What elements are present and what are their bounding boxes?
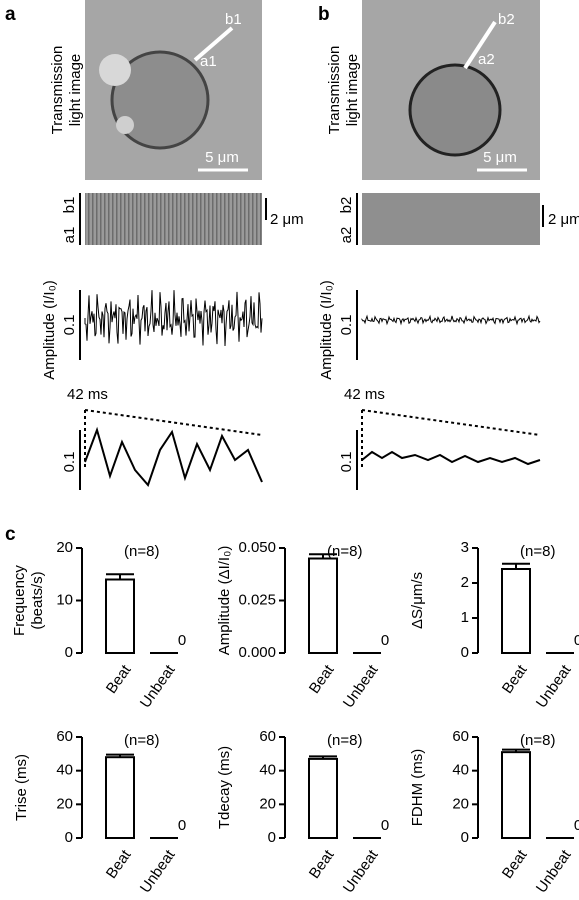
y-axis-label: Tdecay (ms)	[216, 746, 233, 829]
x-tick-label: Unbeat	[340, 846, 382, 896]
trace-label: Amplitude (I/I₀)	[318, 280, 335, 380]
bar	[308, 557, 338, 654]
x-tick-label: Unbeat	[137, 661, 179, 711]
value-label: 0	[381, 817, 389, 834]
annotation: (n=8)	[124, 543, 159, 560]
value-label: 0	[381, 632, 389, 649]
time-label: 42 ms	[344, 386, 385, 403]
x-tick-label: Unbeat	[533, 846, 575, 896]
image-a	[85, 0, 262, 180]
x-tick-label: Beat	[103, 661, 135, 697]
kymo-label: a1	[61, 227, 78, 244]
y-tick-label: 40	[259, 762, 276, 779]
kymograph-b	[362, 193, 540, 245]
y-tick-label: 20	[452, 795, 469, 812]
y-tick-label: 60	[259, 728, 276, 745]
value-label: 0	[574, 817, 579, 834]
annotation: (n=8)	[520, 543, 555, 560]
y-tick-label: 3	[461, 539, 469, 556]
annotation: (n=8)	[327, 732, 362, 749]
y-axis-label: Amplitude (ΔI/I₀)	[216, 546, 233, 656]
line-label: b1	[225, 11, 242, 28]
panel-label: b	[318, 4, 330, 25]
zoom-trace-a	[84, 426, 263, 487]
bar	[501, 568, 531, 654]
value-label: 0	[178, 632, 186, 649]
trace-a	[84, 290, 263, 346]
annotation: (n=8)	[124, 732, 159, 749]
image-label: light image	[344, 54, 361, 127]
y-tick-label: 0.000	[238, 644, 276, 661]
x-tick-label: Beat	[306, 846, 338, 882]
y-axis-label: Frequency	[11, 565, 28, 636]
y-tick-label: 20	[56, 539, 73, 556]
y-axis-label: Trise (ms)	[13, 754, 30, 821]
line-label: a2	[478, 51, 495, 68]
x-tick-label: Beat	[306, 661, 338, 697]
y-tick-label: 10	[56, 591, 73, 608]
panel-label: a	[5, 4, 16, 25]
y-tick-label: 0	[268, 829, 276, 846]
x-tick-label: Unbeat	[340, 661, 382, 711]
x-tick-label: Unbeat	[137, 846, 179, 896]
y-tick-label: 40	[452, 762, 469, 779]
line-label: b2	[498, 11, 515, 28]
zoom-tick: 0.1	[61, 452, 78, 473]
zoom-tick: 0.1	[338, 452, 355, 473]
bar	[501, 751, 531, 840]
time-label: 42 ms	[67, 386, 108, 403]
y-tick-label: 40	[56, 762, 73, 779]
panel-label: c	[5, 524, 16, 545]
x-tick-label: Beat	[499, 846, 531, 882]
scale-label: 5 μm	[205, 149, 239, 166]
y-tick-label: 60	[56, 728, 73, 745]
y-tick-label: 20	[56, 795, 73, 812]
y-tick-label: 0	[461, 829, 469, 846]
kymo-scale: 2 μm	[270, 211, 304, 228]
kymo-scale: 2 μm	[548, 211, 579, 228]
trace-b	[361, 314, 541, 326]
trace-label: Amplitude (I/I₀)	[41, 280, 58, 380]
y-tick-label: 0	[65, 644, 73, 661]
y-tick-label: 0.050	[238, 539, 276, 556]
scale-label: 5 μm	[483, 149, 517, 166]
x-tick-label: Beat	[103, 846, 135, 882]
x-tick-label: Unbeat	[533, 661, 575, 711]
y-tick-label: 1	[461, 609, 469, 626]
zoom-trace-b	[361, 450, 541, 466]
y-axis-label: FDHM (ms)	[409, 749, 426, 826]
y-tick-label: 2	[461, 574, 469, 591]
kymo-label: b1	[61, 197, 78, 214]
annotation: (n=8)	[327, 543, 362, 560]
y-tick-label: 20	[259, 795, 276, 812]
annotation: (n=8)	[520, 732, 555, 749]
bar	[308, 757, 338, 840]
value-label: 0	[574, 632, 579, 649]
image-label: Transmission	[49, 46, 66, 135]
value-label: 0	[178, 817, 186, 834]
image-b	[362, 0, 540, 180]
trace-tick: 0.1	[61, 315, 78, 336]
x-tick-label: Beat	[499, 661, 531, 697]
kymo-label: b2	[338, 197, 355, 214]
bar	[105, 756, 135, 840]
line-label: a1	[200, 53, 217, 70]
trace-tick: 0.1	[338, 315, 355, 336]
kymograph-a	[85, 193, 262, 245]
kymo-label: a2	[338, 227, 355, 244]
y-axis-label: (beats/s)	[29, 571, 46, 629]
y-tick-label: 0	[65, 829, 73, 846]
y-tick-label: 0	[461, 644, 469, 661]
bar	[105, 578, 135, 654]
image-label: Transmission	[326, 46, 343, 135]
y-tick-label: 60	[452, 728, 469, 745]
image-label: light image	[67, 54, 84, 127]
y-tick-label: 0.025	[238, 591, 276, 608]
y-axis-label: ΔS/μm/s	[409, 572, 426, 629]
